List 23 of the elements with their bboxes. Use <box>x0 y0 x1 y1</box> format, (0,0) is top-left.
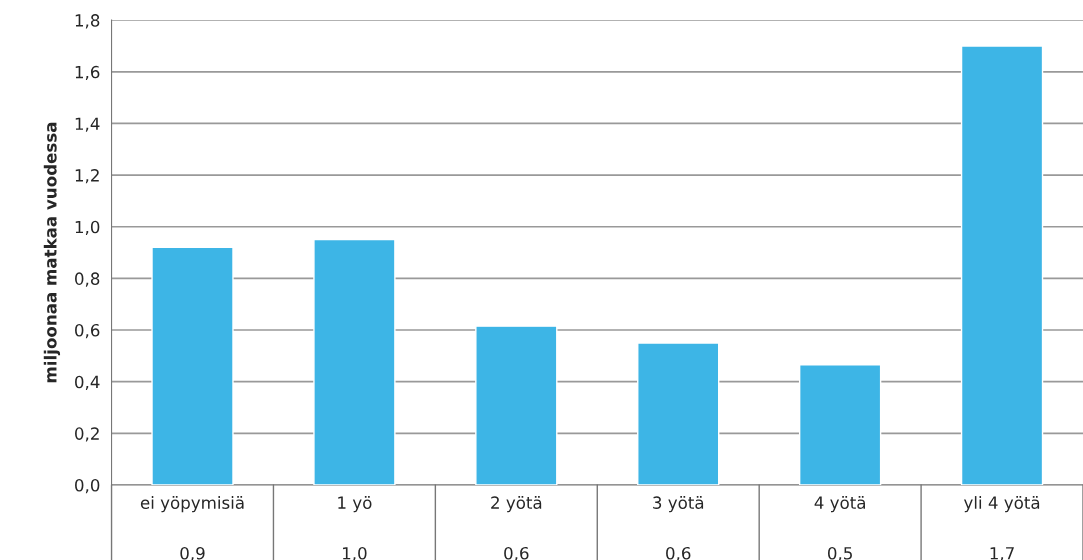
x-tick-label: 2 yötä <box>491 496 542 513</box>
x-tick-label: ei yöpymisiä <box>140 496 244 513</box>
y-tick-label: 1,0 <box>75 220 100 236</box>
y-tick-label: 0,4 <box>75 375 100 390</box>
bar <box>313 238 396 485</box>
x-tick-label: yli 4 yötä <box>963 496 1040 513</box>
bar <box>798 364 882 485</box>
bar <box>151 246 234 485</box>
bar <box>475 325 558 485</box>
y-tick-label: 1,6 <box>75 65 100 81</box>
y-tick-label: 1,4 <box>75 117 100 132</box>
y-tick-label: 0,8 <box>75 272 100 287</box>
y-tick-label: 0,0 <box>75 478 100 494</box>
y-tick-label: 0,6 <box>75 323 100 339</box>
bar <box>637 342 720 485</box>
y-tick-label: 1,2 <box>75 169 99 184</box>
y-tick-label: 1,8 <box>75 14 100 29</box>
y-axis-title: miljoonaa matkaa vuodessa <box>43 122 61 383</box>
y-tick-label: 0,2 <box>75 427 99 442</box>
bar <box>960 45 1044 485</box>
x-tick-label: 3 yötä <box>653 496 704 513</box>
x-tick-label: 4 yötä <box>814 496 865 513</box>
x-tick-label: 1 yö <box>338 496 372 513</box>
